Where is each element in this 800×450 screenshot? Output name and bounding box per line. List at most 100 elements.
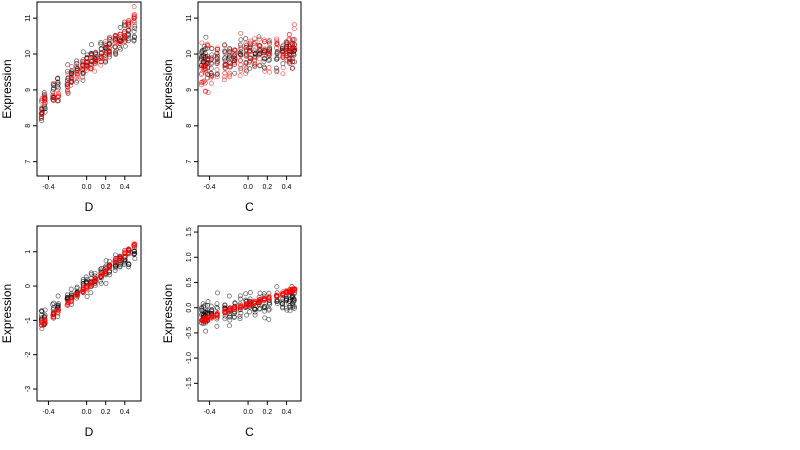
data-point-red	[112, 40, 118, 46]
data-point-red	[131, 4, 137, 10]
x-tick-label: -0.4	[42, 409, 54, 416]
data-point-red	[131, 20, 137, 26]
data-point-red	[122, 34, 127, 40]
data-point-red	[226, 72, 232, 78]
data-point-red	[92, 278, 98, 284]
data-point-black	[214, 323, 220, 329]
data-point-black	[214, 304, 220, 310]
x-axis-label: D	[85, 200, 94, 214]
x-tick-label: 0.4	[282, 184, 292, 191]
data-point-red	[243, 65, 249, 71]
data-point-black	[50, 301, 56, 307]
data-point-red	[39, 105, 44, 111]
points-layer	[38, 4, 138, 124]
data-point-black	[222, 56, 228, 62]
y-tick-label: -1.0	[186, 352, 193, 364]
data-point-red	[267, 69, 272, 75]
data-point-red	[274, 36, 280, 42]
data-point-black	[132, 25, 138, 31]
y-tick-label: 0	[25, 284, 32, 288]
data-point-red	[209, 45, 215, 51]
data-point-black	[131, 29, 137, 34]
data-point-black	[261, 58, 267, 64]
x-tick-label: 0.4	[120, 184, 130, 191]
data-point-red	[102, 57, 108, 63]
data-point-black	[42, 109, 48, 115]
y-tick-label: 10	[186, 50, 193, 58]
data-point-black	[80, 49, 86, 55]
data-point-red	[247, 38, 253, 44]
data-point-black	[122, 43, 128, 49]
data-point-black	[69, 67, 75, 73]
data-point-black	[214, 301, 220, 307]
data-point-black	[118, 46, 123, 52]
points-layer	[38, 241, 138, 332]
data-point-red	[74, 77, 80, 83]
data-point-red	[215, 58, 221, 64]
data-point-black	[84, 294, 90, 299]
data-point-black	[98, 40, 104, 46]
y-axis-label: Expression	[0, 59, 14, 118]
data-point-black	[291, 305, 297, 311]
data-point-red	[55, 76, 61, 82]
y-tick-label: 1	[25, 250, 32, 254]
data-point-red	[89, 52, 95, 58]
y-tick-label: 1.5	[186, 227, 193, 237]
y-tick-label: 0.5	[186, 278, 193, 288]
data-point-red	[205, 57, 211, 63]
data-point-black	[257, 290, 263, 296]
data-point-red	[55, 94, 61, 100]
data-point-red	[92, 60, 98, 66]
y-tick-label: 7	[25, 160, 32, 164]
data-point-black	[125, 38, 131, 44]
data-point-red	[214, 74, 220, 80]
data-point-black	[132, 23, 138, 29]
data-point-red	[221, 77, 227, 83]
data-point-red	[290, 59, 296, 65]
data-point-red	[69, 75, 75, 81]
data-point-black	[215, 305, 220, 311]
x-axis-label: C	[245, 200, 254, 214]
data-point-black	[262, 305, 268, 311]
data-point-red	[226, 49, 232, 55]
data-point-black	[238, 37, 244, 43]
data-point-red	[237, 305, 243, 310]
data-point-red	[267, 38, 272, 43]
plot-frame	[197, 1, 302, 177]
data-point-red	[261, 53, 267, 59]
data-point-black	[280, 301, 286, 307]
data-point-black	[98, 280, 104, 286]
data-point-black	[131, 37, 137, 43]
data-point-red	[280, 48, 286, 54]
data-point-red	[289, 66, 295, 71]
data-point-black	[232, 300, 238, 306]
data-point-red	[126, 18, 132, 24]
x-tick-label: -0.4	[204, 409, 216, 416]
data-point-black	[202, 302, 208, 308]
data-point-red	[247, 56, 253, 61]
data-point-black	[237, 313, 243, 319]
data-point-black	[231, 53, 237, 59]
data-point-red	[252, 57, 258, 63]
data-point-red	[280, 65, 286, 71]
data-point-red	[117, 256, 123, 262]
data-point-red	[74, 61, 80, 66]
data-point-red	[39, 322, 45, 328]
data-point-red	[132, 242, 138, 248]
data-point-red	[227, 52, 233, 58]
data-point-black	[55, 85, 61, 91]
data-point-red	[238, 44, 244, 50]
data-point-black	[247, 290, 253, 295]
data-point-black	[38, 115, 44, 121]
data-point-red	[238, 67, 244, 73]
data-point-black	[132, 35, 138, 40]
chart-panel-2: -0.4 0.0 0.2 0.4 7 8 9 10 11 C Expression	[161, 1, 302, 214]
y-tick-label: 9	[25, 88, 32, 92]
data-point-black	[55, 304, 61, 310]
x-tick-label: 0.4	[282, 409, 292, 416]
data-point-red	[92, 50, 98, 56]
data-point-red	[42, 320, 48, 325]
data-point-red	[98, 56, 104, 61]
data-point-red	[214, 52, 220, 58]
points-layer	[198, 22, 298, 95]
